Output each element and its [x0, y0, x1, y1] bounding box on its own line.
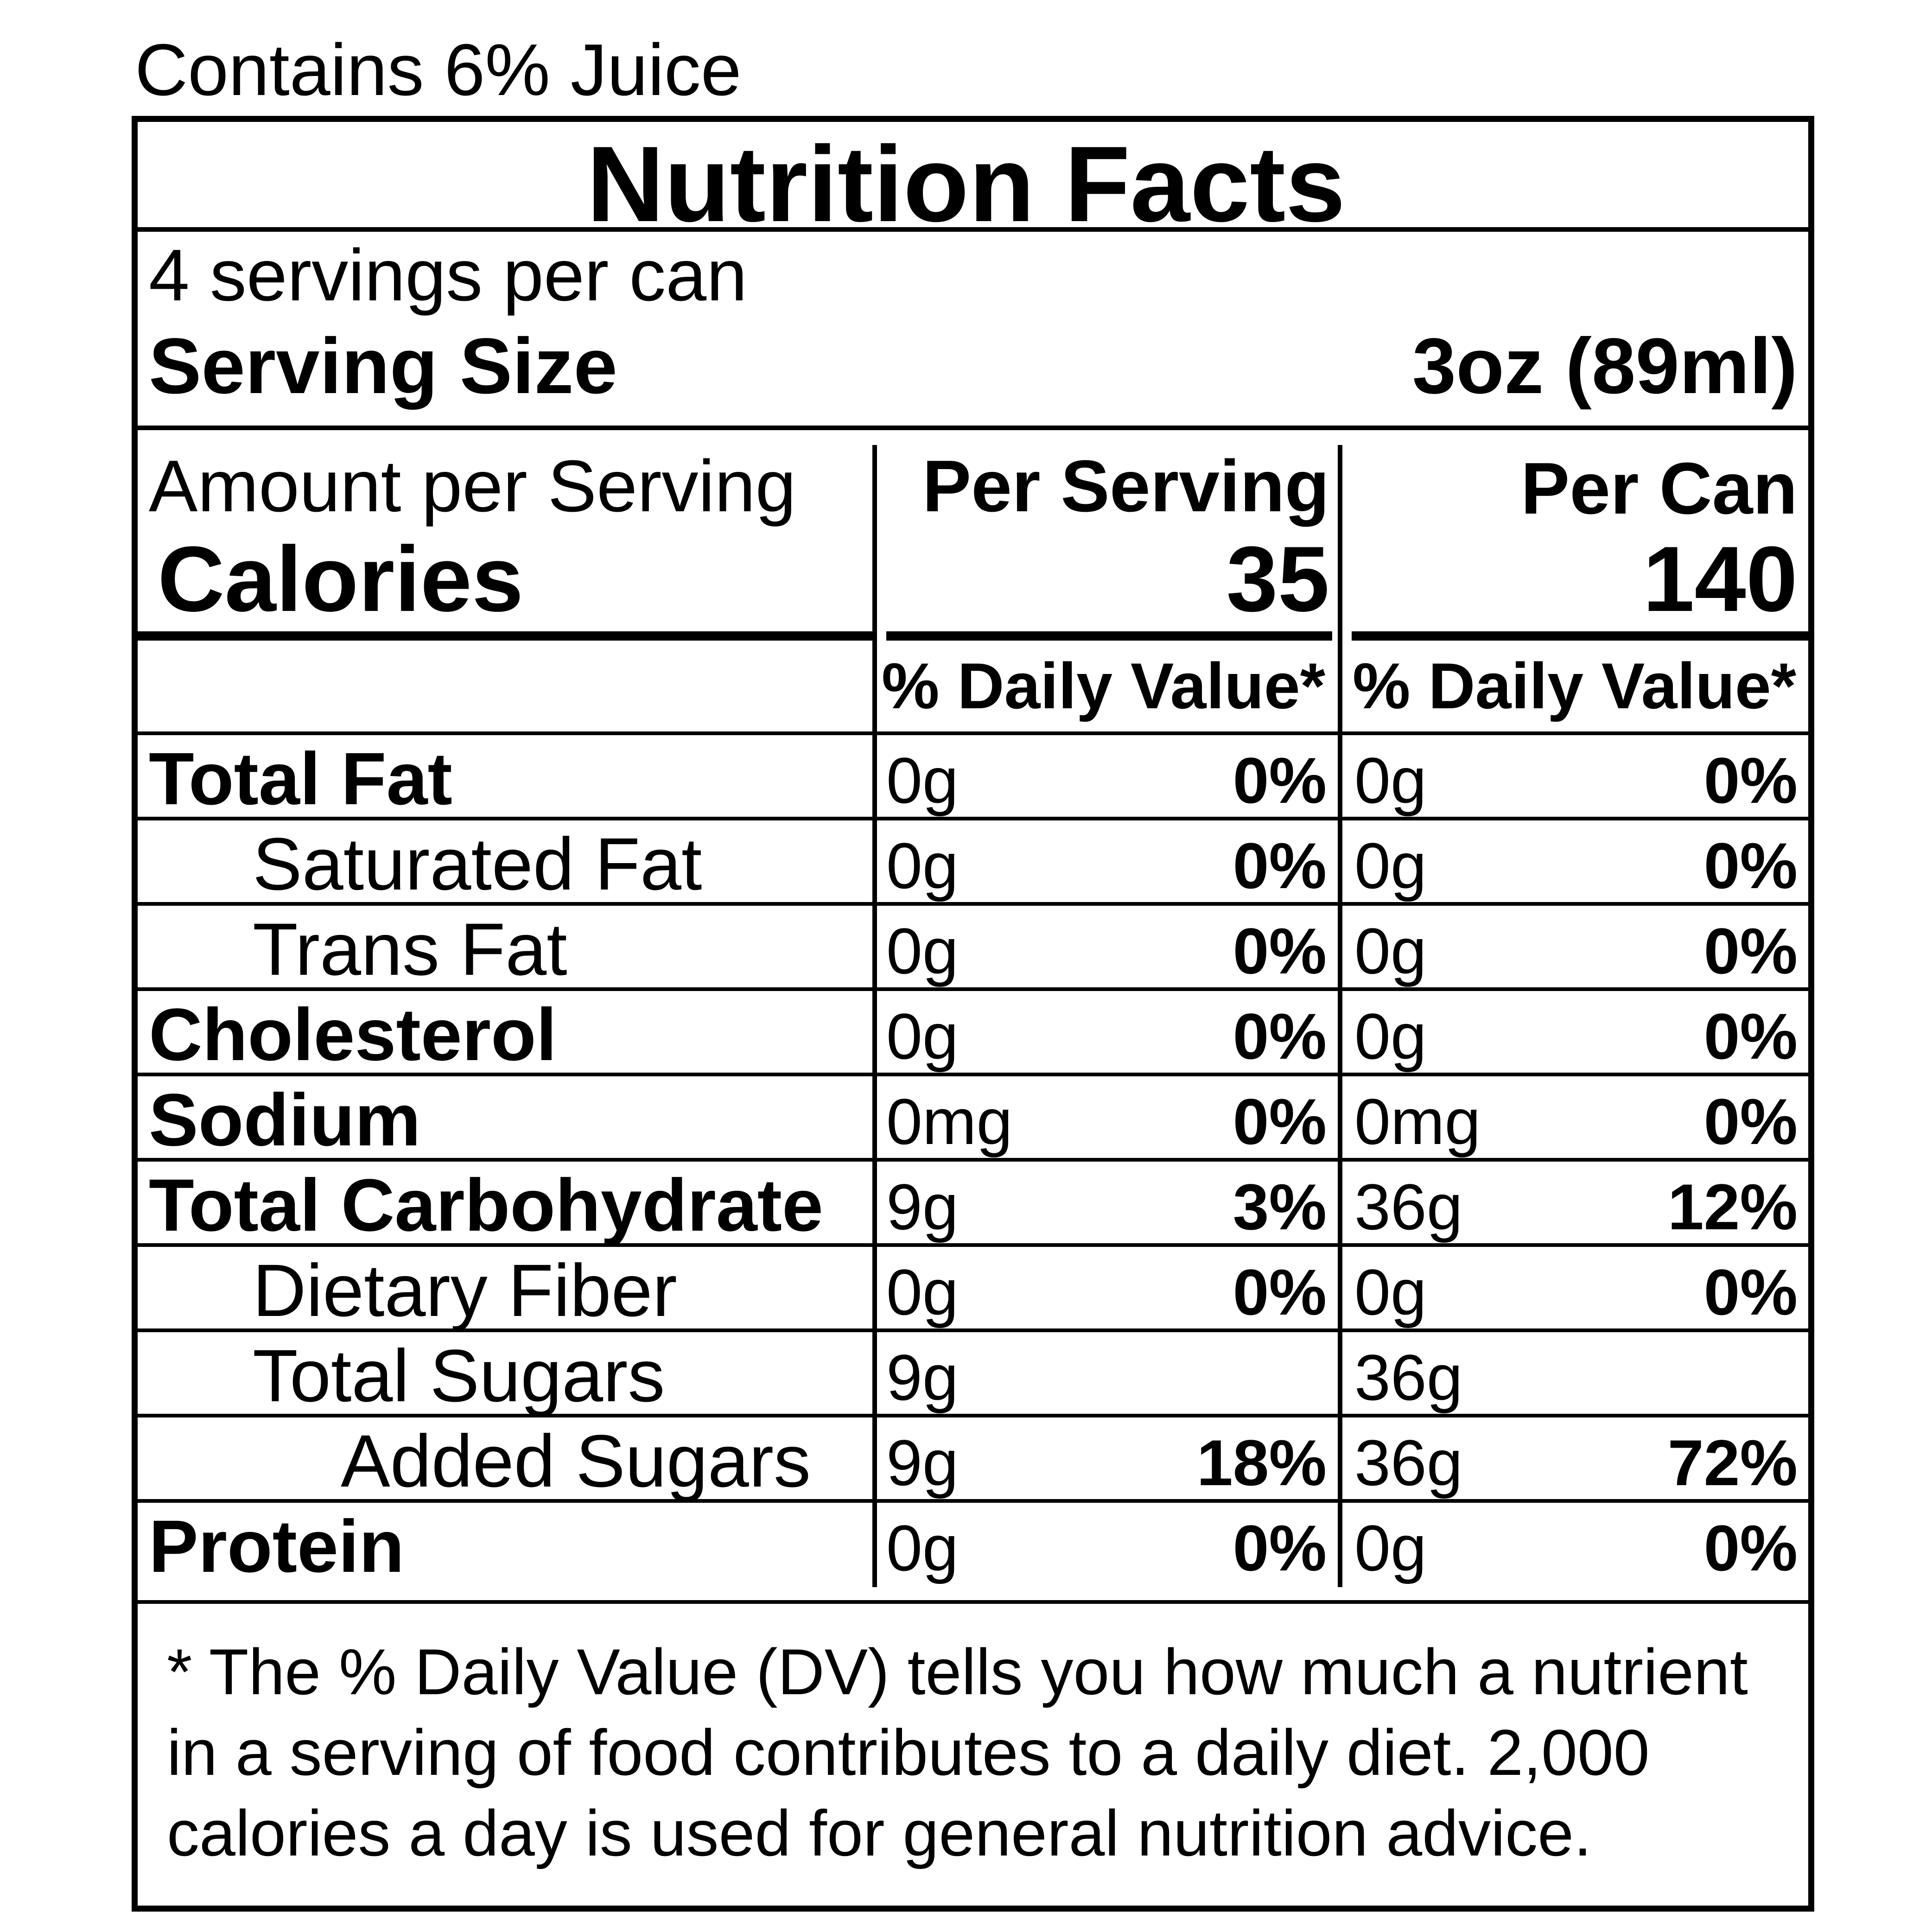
can-dv-cholesterol: 0% [1703, 1000, 1798, 1073]
serving-dv-saturated-fat: 0% [1233, 829, 1327, 902]
row-divider [132, 902, 1814, 906]
nutrient-name-added-sugars: Added Sugars [341, 1419, 811, 1502]
serving-dv-dietary-fiber: 0% [1233, 1256, 1327, 1328]
can-amount-cholesterol: 0g [1354, 1000, 1427, 1073]
calories-rule-left [132, 631, 872, 641]
nutrition-label-box [132, 116, 1814, 1912]
can-amount-sodium: 0mg [1354, 1085, 1481, 1158]
serving-dv-total-fat: 0% [1233, 744, 1327, 817]
can-amount-total-fat: 0g [1354, 744, 1427, 817]
can-dv-total-carbohydrate: 12% [1667, 1170, 1798, 1243]
can-amount-protein: 0g [1354, 1512, 1427, 1584]
row-divider [132, 817, 1814, 820]
title-divider [132, 227, 1814, 232]
nutrient-name-total-carbohydrate: Total Carbohydrate [149, 1163, 823, 1246]
serving-dv-cholesterol: 0% [1233, 1000, 1327, 1073]
serving-divider [132, 426, 1814, 430]
nutrient-name-saturated-fat: Saturated Fat [253, 822, 702, 905]
serving-dv-added-sugars: 18% [1196, 1426, 1327, 1499]
nutrient-name-cholesterol: Cholesterol [149, 993, 557, 1076]
serving-amount-sodium: 0mg [886, 1085, 1013, 1158]
serving-amount-total-sugars: 9g [886, 1341, 959, 1414]
can-dv-saturated-fat: 0% [1703, 829, 1798, 902]
serving-dv-protein: 0% [1233, 1512, 1327, 1584]
calories-rule-mid [886, 631, 1332, 641]
calories-per-can: 140 [1643, 527, 1798, 631]
serving-amount-total-carbohydrate: 9g [886, 1170, 959, 1243]
nutrient-name-protein: Protein [149, 1505, 405, 1588]
calories-rule-right [1352, 631, 1814, 641]
column-divider-2 [1338, 445, 1342, 1587]
footnote-divider [132, 1600, 1814, 1604]
nutrient-name-dietary-fiber: Dietary Fiber [253, 1249, 677, 1332]
row-divider [132, 987, 1814, 991]
nutrient-name-total-sugars: Total Sugars [253, 1334, 665, 1417]
per-can-header: Per Can [1520, 448, 1798, 529]
serving-size-value: 3oz (89ml) [1412, 322, 1798, 410]
serving-amount-dietary-fiber: 0g [886, 1256, 959, 1328]
servings-per-container: 4 servings per can [149, 235, 748, 316]
juice-content-note: Contains 6% Juice [135, 29, 742, 111]
serving-amount-trans-fat: 0g [886, 915, 959, 987]
can-amount-added-sugars: 36g [1354, 1426, 1463, 1499]
calories-label: Calories [158, 527, 524, 631]
serving-dv-sodium: 0% [1233, 1085, 1327, 1158]
row-divider [132, 1414, 1814, 1417]
serving-dv-total-carbohydrate: 3% [1233, 1170, 1327, 1243]
serving-amount-total-fat: 0g [886, 744, 959, 817]
row-divider [132, 1073, 1814, 1076]
serving-amount-added-sugars: 9g [886, 1426, 959, 1499]
row-divider [132, 1499, 1814, 1503]
calories-per-serving: 35 [1226, 527, 1329, 631]
can-dv-trans-fat: 0% [1703, 915, 1798, 987]
daily-value-header-serving: % Daily Value* [882, 649, 1326, 722]
serving-dv-trans-fat: 0% [1233, 915, 1327, 987]
row-divider [132, 731, 1814, 735]
label-title: Nutrition Facts [586, 124, 1346, 244]
daily-value-header-can: % Daily Value* [1353, 649, 1797, 722]
can-dv-total-fat: 0% [1703, 744, 1798, 817]
row-divider [132, 1328, 1814, 1332]
nutrient-name-trans-fat: Trans Fat [253, 908, 567, 991]
serving-amount-protein: 0g [886, 1512, 959, 1584]
can-amount-total-sugars: 36g [1354, 1341, 1463, 1414]
amount-per-serving-label: Amount per Serving [149, 445, 796, 527]
can-dv-added-sugars: 72% [1667, 1426, 1798, 1499]
row-divider [132, 1158, 1814, 1162]
can-amount-dietary-fiber: 0g [1354, 1256, 1427, 1328]
per-serving-header: Per Serving [922, 445, 1329, 527]
can-amount-saturated-fat: 0g [1354, 829, 1427, 902]
serving-amount-saturated-fat: 0g [886, 829, 959, 902]
row-divider [132, 1243, 1814, 1247]
can-amount-total-carbohydrate: 36g [1354, 1170, 1463, 1243]
nutrient-name-sodium: Sodium [149, 1078, 421, 1161]
serving-size-label: Serving Size [149, 322, 617, 410]
nutrient-name-total-fat: Total Fat [149, 737, 452, 820]
column-divider-1 [872, 445, 877, 1587]
can-amount-trans-fat: 0g [1354, 915, 1427, 987]
can-dv-protein: 0% [1703, 1512, 1798, 1584]
can-dv-sodium: 0% [1703, 1085, 1798, 1158]
daily-value-footnote: * The % Daily Value (DV) tells you how m… [167, 1635, 1748, 1869]
can-dv-dietary-fiber: 0% [1703, 1256, 1798, 1328]
serving-amount-cholesterol: 0g [886, 1000, 959, 1073]
